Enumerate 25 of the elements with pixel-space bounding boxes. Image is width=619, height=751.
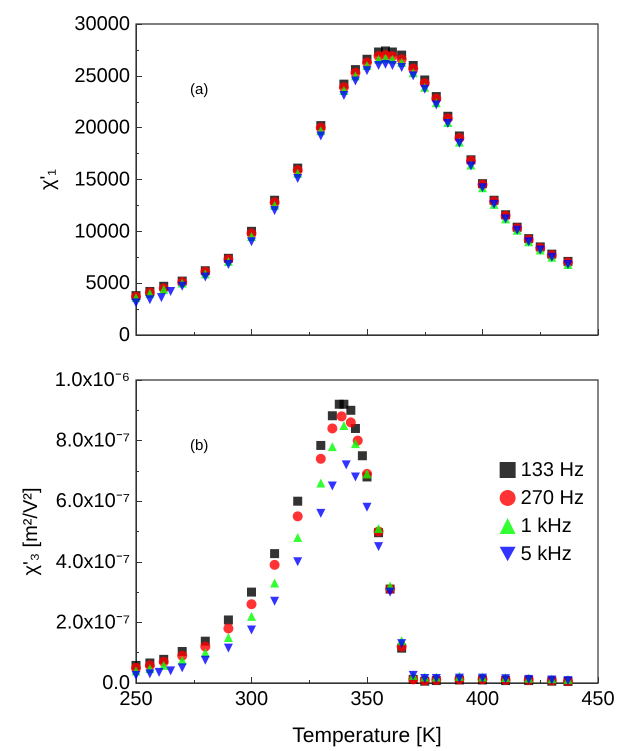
legend-label: 270 Hz	[520, 487, 584, 509]
legend-label: 133 Hz	[520, 459, 584, 481]
y-tick-label: 30000	[74, 13, 130, 35]
y-tick-label: 0	[118, 324, 130, 346]
y-axis-title: χ'₁	[37, 168, 59, 190]
x-axis-title: Temperature [K]	[292, 724, 442, 747]
x-tick-label: 350	[350, 688, 384, 710]
y-tick-label: 5000	[86, 272, 130, 294]
x-tick-label: 450	[581, 688, 615, 710]
annotation: (a)	[190, 81, 208, 98]
x-tick-label: 300	[234, 688, 268, 710]
legend-label: 1 kHz	[520, 515, 572, 537]
y-tick-label: 2.0x10⁻⁷	[56, 611, 130, 634]
y-tick-label: 8.0x10⁻⁷	[56, 430, 130, 452]
y-tick-label: 1.0x10⁻⁶	[54, 369, 130, 391]
y-axis-title: χ'₃ [m²/V²]	[20, 487, 42, 576]
y-tick-label: 4.0x10⁻⁷	[56, 550, 130, 573]
y-tick-label: 6.0x10⁻⁷	[56, 490, 130, 512]
y-tick-label: 25000	[74, 64, 130, 87]
y-tick-label: 15000	[74, 168, 130, 190]
y-tick-label: 10000	[74, 220, 130, 242]
x-tick-label: 400	[466, 688, 500, 710]
annotation: (b)	[190, 437, 208, 454]
legend-label: 5 kHz	[520, 543, 572, 565]
y-tick-label: 20000	[74, 116, 130, 139]
